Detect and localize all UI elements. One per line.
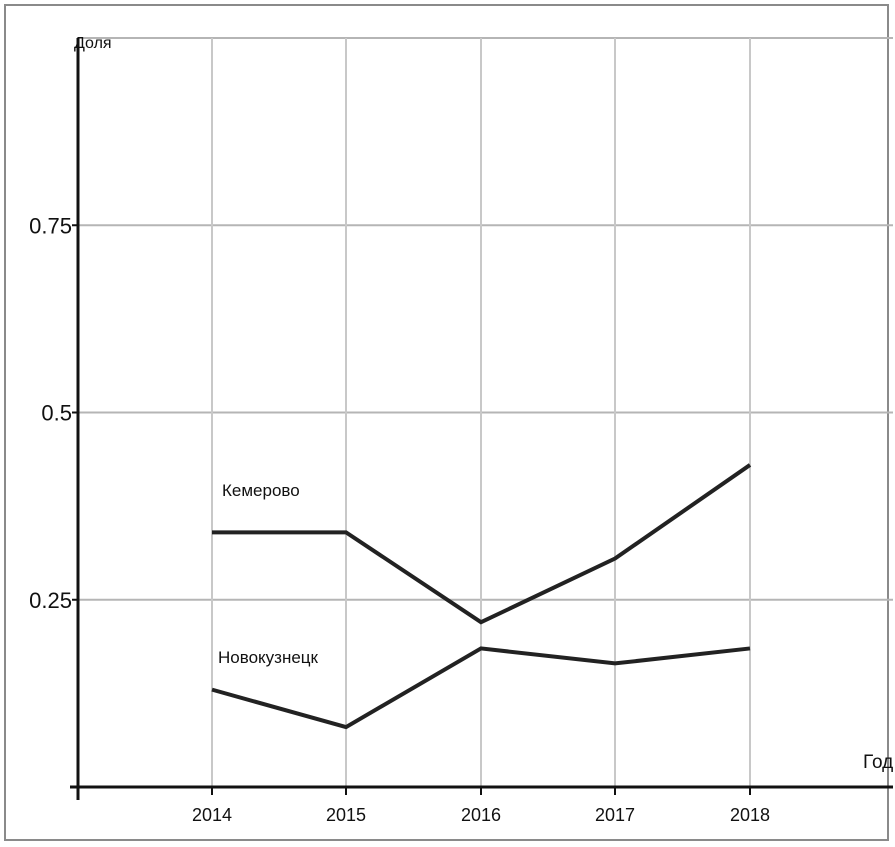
series-labels: Кемерово Новокузнецк <box>218 481 319 667</box>
y-tick-label: 0.75 <box>29 213 72 238</box>
x-tick-labels: 2014 2015 2016 2017 2018 <box>77 787 770 825</box>
x-tick-label: 2015 <box>326 805 366 825</box>
y-tick-label: 0.25 <box>29 588 72 613</box>
chart-frame <box>4 4 889 841</box>
series-label: Новокузнецк <box>218 648 319 667</box>
y-tick-label: 0.5 <box>41 401 72 426</box>
x-tick-label: 2014 <box>192 805 232 825</box>
y-axis-label: Доля <box>74 35 112 52</box>
y-tick-labels: 0.25 0.5 0.75 <box>29 213 78 613</box>
grid-lines <box>78 37 893 787</box>
x-tick-label: 2018 <box>730 805 770 825</box>
series-label: Кемерово <box>222 481 300 500</box>
series-lines <box>211 463 752 730</box>
x-axis-label: Год <box>863 752 893 773</box>
x-tick-label: 2016 <box>461 805 501 825</box>
x-tick-label: 2017 <box>595 805 635 825</box>
